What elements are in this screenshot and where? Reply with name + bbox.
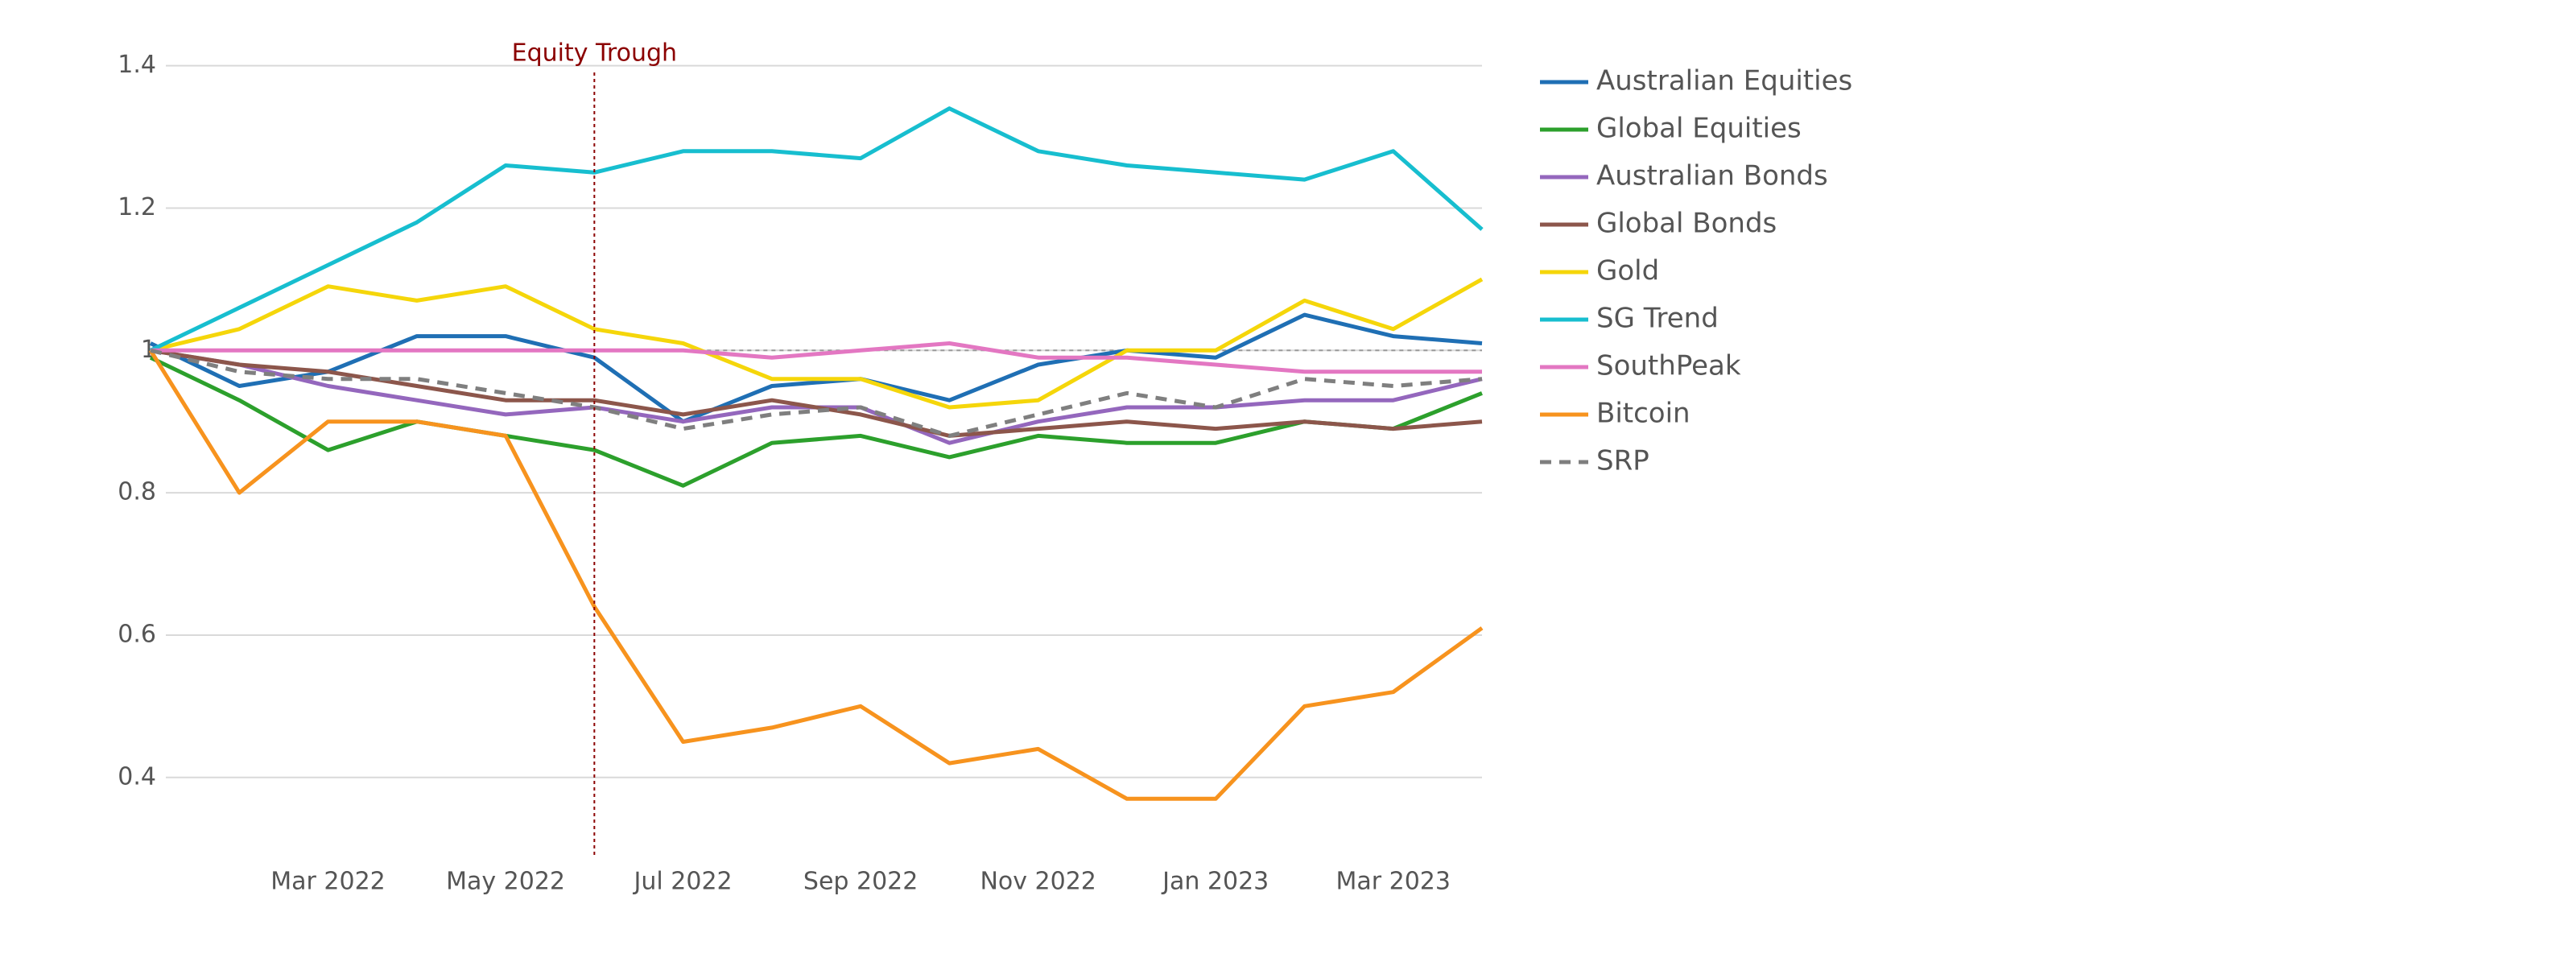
y-tick-label: 0.6 xyxy=(118,620,156,648)
x-tick-label: Jan 2023 xyxy=(1161,868,1269,896)
y-tick-label: 1.2 xyxy=(118,193,156,221)
x-tick-label: Sep 2022 xyxy=(803,868,918,896)
legend-label: Australian Bonds xyxy=(1596,160,1828,192)
x-tick-label: Mar 2023 xyxy=(1335,868,1451,896)
series-line xyxy=(150,277,1484,410)
series-line xyxy=(149,312,1483,424)
legend-label: SG Trend xyxy=(1596,303,1719,335)
y-tick-label: 0.8 xyxy=(118,478,156,506)
x-tick-label: Jul 2022 xyxy=(633,868,733,896)
legend-label: Bitcoin xyxy=(1596,398,1690,430)
legend-label: SRP xyxy=(1596,445,1649,477)
series-line xyxy=(149,106,1484,353)
x-tick-label: Nov 2022 xyxy=(980,868,1096,896)
x-tick-label: Mar 2022 xyxy=(270,868,386,896)
series-line xyxy=(150,348,1483,438)
legend-label: Global Equities xyxy=(1596,113,1802,145)
legend-label: SouthPeak xyxy=(1596,350,1741,382)
series-line xyxy=(148,349,1484,801)
y-tick-label: 1.4 xyxy=(118,51,156,79)
legend-label: Gold xyxy=(1596,255,1659,287)
x-tick-label: May 2022 xyxy=(446,868,565,896)
series-line xyxy=(150,348,1483,438)
y-tick-label: 0.4 xyxy=(118,762,156,791)
legend-label: Global Bonds xyxy=(1596,208,1777,240)
series-line xyxy=(149,355,1483,488)
legend-label: Australian Equities xyxy=(1596,65,1852,97)
annotation-text: Equity Trough xyxy=(512,39,677,68)
series-line xyxy=(151,341,1482,374)
